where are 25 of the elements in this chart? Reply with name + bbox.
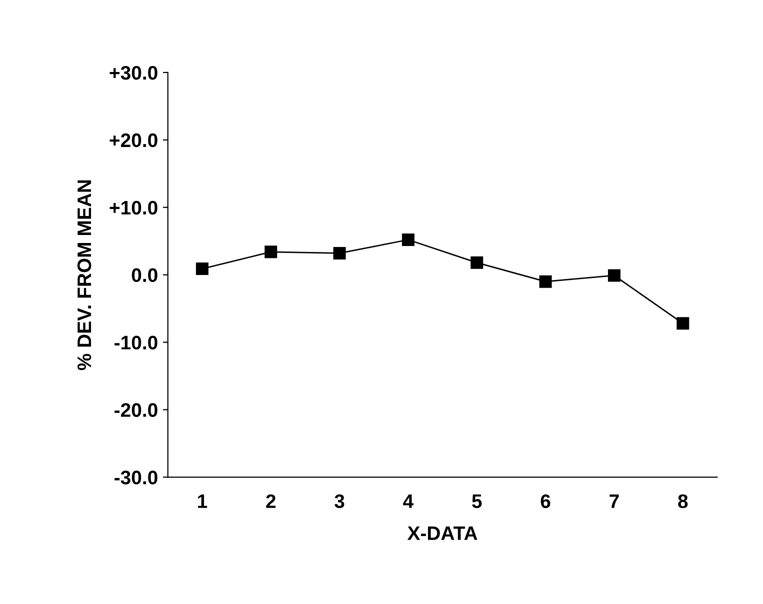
y-tick-label: -20.0 — [114, 403, 158, 417]
x-tick-label: 8 — [678, 494, 688, 508]
point — [333, 246, 346, 260]
y-axis-title: % DEV. FROM MEAN — [77, 180, 92, 370]
x-axis-title: X-DATA — [407, 526, 478, 540]
x-tick-label: 3 — [334, 494, 344, 508]
point — [402, 233, 414, 246]
y-tick-label: -30.0 — [114, 470, 158, 484]
point — [264, 246, 278, 258]
x-tick-label: 6 — [540, 494, 550, 508]
y-tick-label: +20.0 — [110, 133, 158, 148]
x-tick-label: 4 — [403, 494, 414, 508]
point — [608, 269, 620, 282]
y-tick-label: +10.0 — [110, 200, 158, 215]
point — [676, 317, 690, 330]
point — [539, 275, 552, 288]
y-tick-label: -10.0 — [114, 336, 158, 350]
y-tick-label: +30.0 — [110, 66, 158, 80]
x-tick-label: 1 — [198, 494, 208, 508]
x-tick-label: 2 — [266, 494, 276, 508]
point — [196, 262, 208, 275]
point — [470, 256, 484, 269]
y-tick-label: 0.0 — [132, 268, 158, 282]
x-tick-label: 7 — [610, 494, 619, 508]
x-tick-label: 5 — [472, 494, 482, 508]
